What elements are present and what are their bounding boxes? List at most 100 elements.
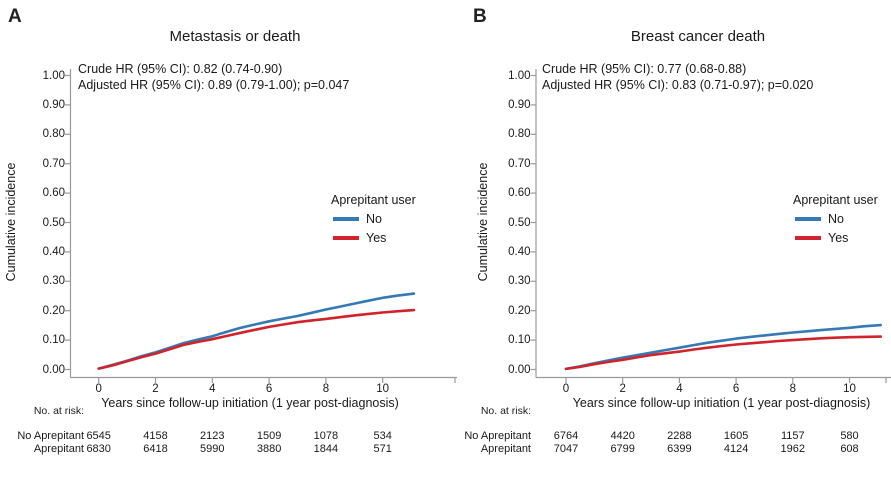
legend-item-no: No bbox=[793, 212, 878, 226]
risk-count: 4158 bbox=[143, 430, 168, 442]
y-tick-label: 0.00 bbox=[42, 363, 65, 376]
panel-label: B bbox=[473, 6, 487, 27]
x-tick-label: 2 bbox=[152, 383, 159, 395]
legend-item-yes: Yes bbox=[331, 231, 416, 245]
risk-count: 5990 bbox=[200, 442, 225, 455]
x-tick-label: 6 bbox=[732, 383, 740, 395]
risk-count: 7047 bbox=[553, 442, 579, 455]
x-tick-label: 10 bbox=[376, 383, 390, 395]
y-tick-label: 0.70 bbox=[42, 157, 65, 170]
risk-count: 608 bbox=[840, 442, 859, 455]
x-axis-label: Years since follow-up initiation (1 year… bbox=[101, 396, 399, 410]
no-line-swatch-icon bbox=[795, 217, 821, 221]
risk-count: 571 bbox=[373, 442, 392, 455]
y-tick-label: 0.80 bbox=[508, 128, 531, 141]
curve-no bbox=[564, 323, 883, 371]
x-tick-label: 4 bbox=[209, 383, 216, 395]
y-tick-label: 0.30 bbox=[42, 275, 65, 288]
risk-count: 1509 bbox=[256, 430, 282, 442]
y-tick-label: 0.00 bbox=[508, 363, 531, 376]
risk-count: 1844 bbox=[313, 442, 339, 455]
hr-annotation: Crude HR (95% CI): 0.77 (0.68-0.88) Adju… bbox=[542, 62, 813, 93]
y-tick-label: 0.60 bbox=[508, 187, 531, 200]
risk-count: 2123 bbox=[200, 430, 225, 442]
risk-count: 1605 bbox=[723, 430, 749, 442]
y-tick-label: 0.80 bbox=[42, 128, 65, 141]
risk-row-label-no-aprepitant: No Aprepitant bbox=[464, 430, 531, 442]
plot-area-b bbox=[530, 69, 891, 383]
risk-count: 1962 bbox=[780, 442, 806, 455]
adjusted-hr-text: Adjusted HR (95% CI): 0.89 (0.79-1.00); … bbox=[78, 77, 350, 92]
y-tick-label: 0.70 bbox=[508, 157, 531, 170]
crude-hr-text: Crude HR (95% CI): 0.77 (0.68-0.88) bbox=[542, 62, 747, 76]
risk-row-label-aprepitant: Aprepitant bbox=[480, 442, 531, 455]
risk-row-label-no-aprepitant: No Aprepitant bbox=[17, 430, 84, 442]
panel-a: A Metastasis or death Crude HR (95% CI):… bbox=[4, 6, 457, 455]
y-tick-label: 0.40 bbox=[508, 245, 531, 258]
no-line-swatch-icon bbox=[333, 217, 359, 221]
legend-item-yes: Yes bbox=[793, 231, 878, 245]
y-tick-label: 0.90 bbox=[508, 98, 531, 111]
y-tick-label: 0.10 bbox=[42, 334, 65, 347]
y-tick-label: 0.50 bbox=[42, 216, 65, 229]
legend-item-no: No bbox=[331, 212, 416, 226]
curve-yes bbox=[97, 308, 416, 370]
x-axis-label: Years since follow-up initiation (1 year… bbox=[572, 396, 871, 410]
adjusted-hr-text: Adjusted HR (95% CI): 0.83 (0.71-0.97); … bbox=[542, 77, 814, 92]
risk-count: 6545 bbox=[86, 430, 111, 442]
legend-item-label: No bbox=[828, 212, 844, 226]
risk-count: 6799 bbox=[610, 442, 635, 455]
y-tick-label: 0.20 bbox=[508, 304, 531, 317]
risk-count: 580 bbox=[840, 430, 859, 442]
y-tick-label: 0.30 bbox=[508, 275, 531, 288]
chart-title: Breast cancer death bbox=[630, 28, 766, 45]
legend-title: Aprepitant user bbox=[793, 193, 878, 207]
risk-count: 1157 bbox=[780, 430, 805, 442]
risk-table-header: No. at risk: bbox=[480, 405, 531, 417]
risk-count: 1078 bbox=[313, 430, 339, 442]
legend: Aprepitant user No Yes bbox=[793, 193, 878, 245]
risk-row-label-aprepitant: Aprepitant bbox=[33, 442, 84, 455]
y-tick-label: 0.20 bbox=[42, 304, 65, 317]
x-tick-label: 6 bbox=[265, 383, 273, 395]
chart-title: Metastasis or death bbox=[169, 28, 301, 45]
panel-label: A bbox=[8, 6, 22, 27]
y-tick-label: 0.10 bbox=[508, 334, 531, 347]
hr-annotation: Crude HR (95% CI): 0.82 (0.74-0.90) Adju… bbox=[78, 62, 349, 93]
y-axis-label: Cumulative incidence bbox=[476, 162, 490, 282]
legend: Aprepitant user No Yes bbox=[331, 193, 416, 245]
x-tick-label: 8 bbox=[322, 383, 330, 395]
panel-b: B Breast cancer death Crude HR (95% CI):… bbox=[460, 0, 891, 479]
y-tick-label: 0.50 bbox=[508, 216, 531, 229]
y-tick-label: 1.00 bbox=[42, 69, 65, 82]
risk-count: 4124 bbox=[723, 442, 749, 455]
y-tick-label: 1.00 bbox=[508, 69, 531, 82]
crude-hr-text: Crude HR (95% CI): 0.82 (0.74-0.90) bbox=[78, 62, 283, 76]
risk-count: 534 bbox=[373, 430, 392, 442]
risk-count: 6418 bbox=[143, 442, 168, 455]
y-axis-label: Cumulative incidence bbox=[4, 162, 18, 282]
risk-table-header: No. at risk: bbox=[33, 405, 84, 417]
yes-line-swatch-icon bbox=[795, 236, 821, 240]
x-tick-label: 10 bbox=[843, 383, 856, 395]
risk-count: 6764 bbox=[553, 430, 579, 442]
yes-line-swatch-icon bbox=[333, 236, 359, 240]
risk-count: 4420 bbox=[610, 430, 635, 442]
x-tick-label: 8 bbox=[789, 383, 796, 395]
legend-title: Aprepitant user bbox=[331, 193, 416, 207]
x-tick-label: 0 bbox=[95, 383, 102, 395]
risk-count: 6399 bbox=[667, 442, 692, 455]
legend-item-label: No bbox=[366, 212, 382, 226]
risk-count: 3880 bbox=[256, 442, 282, 455]
y-tick-label: 0.60 bbox=[42, 187, 65, 200]
risk-count: 6830 bbox=[86, 442, 111, 455]
x-tick-label: 2 bbox=[619, 383, 626, 395]
legend-item-label: Yes bbox=[366, 231, 387, 245]
legend-item-label: Yes bbox=[828, 231, 849, 245]
curve-yes bbox=[564, 335, 883, 371]
plot-area-a bbox=[65, 69, 457, 383]
x-tick-label: 0 bbox=[562, 383, 570, 395]
risk-count: 2288 bbox=[667, 430, 692, 442]
y-tick-label: 0.40 bbox=[42, 245, 65, 258]
